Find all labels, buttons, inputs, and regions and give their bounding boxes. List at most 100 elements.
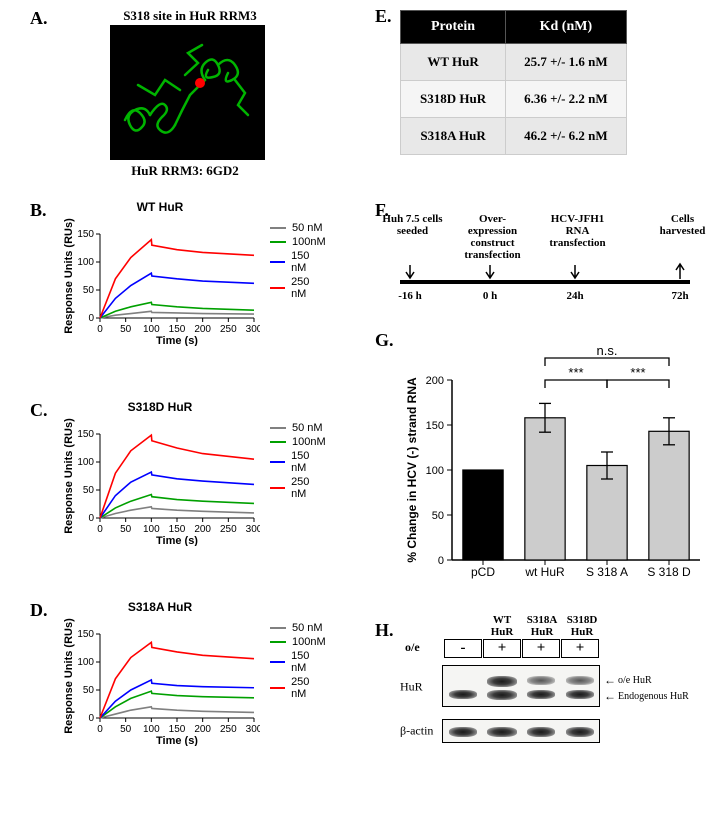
svg-text:Response Units (RUs): Response Units (RUs) [63,418,75,534]
svg-text:150: 150 [169,524,186,535]
table-row: S318A HuR 46.2 +/- 6.2 nM [401,118,627,155]
panel-b-label: B. [30,200,47,221]
legend-item-label: 50 nM [292,422,323,434]
chart-legend: 50 nM100nM150 nM250 nM [270,622,326,702]
svg-text:0 h: 0 h [483,290,497,302]
svg-text:150: 150 [77,429,94,440]
legend-item-label: 50 nM [292,222,323,234]
arrow-oe-hur: o/e HuR [604,673,652,688]
legend-item-label: 250 nM [291,476,326,500]
svg-text:50: 50 [432,510,444,522]
arrow-endo-hur: Endogenous HuR [604,689,689,704]
blot-row-label: HuR [400,680,423,695]
legend-item-label: 150 nM [291,450,326,474]
svg-text:0: 0 [97,724,103,735]
table-row: S318D HuR 6.36 +/- 2.2 nM [401,81,627,118]
blot-oe-cell: + [561,639,599,658]
kd-header-protein: Protein [401,11,506,44]
svg-text:0: 0 [88,313,94,324]
svg-text:S 318 A: S 318 A [586,565,628,579]
panel-g-label: G. [375,330,394,351]
sensorgram-wt-hur: B.WT HuR050100150200250300050100150Time … [60,200,260,346]
timeline-event-label: Huh 7.5 cellsseeded [375,213,450,237]
kd-value: 46.2 +/- 6.2 nM [506,118,627,155]
svg-text:0: 0 [438,555,444,567]
gel-box-hur [442,665,600,707]
blot-oe-label: o/e [405,640,420,655]
svg-text:50: 50 [83,685,95,696]
kd-protein: S318D HuR [401,81,506,118]
svg-text:50: 50 [83,485,95,496]
figure-root: A. S318 site in HuR RRM3 HuR RRM3: 6GD2 … [0,0,720,814]
kd-table: Protein Kd (nM) WT HuR 25.7 +/- 1.6 nM S… [400,10,627,155]
panel-d-label: D. [30,600,48,621]
svg-text:0: 0 [88,713,94,724]
svg-text:200: 200 [194,524,211,535]
chart-title: S318A HuR [60,600,260,614]
svg-text:pCD: pCD [471,565,495,579]
svg-text:100: 100 [143,524,160,535]
kd-header-kd: Kd (nM) [506,11,627,44]
timeline: Huh 7.5 cellsseededOver-expressionconstr… [395,215,710,320]
svg-text:150: 150 [169,324,186,335]
svg-text:150: 150 [426,420,444,432]
blot-oe-cell: + [522,639,560,658]
svg-text:% Change in HCV (-) strand RNA: % Change in HCV (-) strand RNA [405,377,419,563]
blot-col-s318d: S318DHuR [562,615,602,638]
legend-item-label: 250 nM [291,676,326,700]
svg-text:Response Units (RUs): Response Units (RUs) [63,218,75,334]
svg-text:S 318 D: S 318 D [647,565,691,579]
svg-text:100: 100 [143,324,160,335]
svg-text:100: 100 [143,724,160,735]
protein-structure-svg [110,25,265,160]
legend-item-label: 100nM [292,236,326,248]
blot-row-label: β-actin [400,724,433,739]
chart-title: WT HuR [60,200,260,214]
western-blot: WTHuR S318AHuR S318DHuR o/e - + + + HuR [400,615,700,745]
svg-text:100: 100 [77,257,94,268]
s318-site-marker [195,78,205,88]
chart-legend: 50 nM 100nM 150 nM250 nM [270,422,326,502]
panel-a-label: A. [30,8,48,29]
blot-row-actin: β-actin [400,719,700,745]
svg-text:72h: 72h [671,290,688,302]
timeline-event-label: Cellsharvested [645,213,720,237]
svg-text:300: 300 [246,324,260,335]
svg-text:0: 0 [97,524,103,535]
svg-text:Response Units (RUs): Response Units (RUs) [63,618,75,734]
table-row: WT HuR 25.7 +/- 1.6 nM [401,44,627,81]
legend-item-label: 100nM [292,436,326,448]
svg-text:50: 50 [120,324,132,335]
svg-text:250: 250 [220,524,237,535]
chart-title: S318D HuR [60,400,260,414]
structure-image [110,25,265,160]
sensorgram-svg: 050100150200250300050100150Time (s)Respo… [60,416,260,546]
timeline-event-label: HCV-JFH1RNAtransfection [540,213,615,249]
svg-text:Time (s): Time (s) [156,335,198,346]
legend-item-label: 150 nM [291,250,326,274]
kd-protein: WT HuR [401,44,506,81]
svg-text:250: 250 [220,324,237,335]
sensorgram-svg: 050100150200250300050100150Time (s)Respo… [60,216,260,346]
svg-text:200: 200 [194,324,211,335]
panel-a-caption: HuR RRM3: 6GD2 [110,163,260,179]
bar-chart: 050100150200% Change in HCV (-) strand R… [400,335,710,605]
svg-text:300: 300 [246,724,260,735]
sensorgram-s318a-hur: D.S318A HuR050100150200250300050100150Ti… [60,600,260,746]
svg-text:50: 50 [120,524,132,535]
sensorgram-s318d-hur: C.S318D HuR050100150200250300050100150Ti… [60,400,260,546]
blot-header: WTHuR S318AHuR S318DHuR o/e - + + + [400,615,700,663]
sensorgram-svg: 050100150200250300050100150Time (s)Respo… [60,616,260,746]
svg-text:200: 200 [426,375,444,387]
svg-text:n.s.: n.s. [597,343,618,358]
svg-text:150: 150 [169,724,186,735]
svg-text:wt HuR: wt HuR [524,565,565,579]
blot-col-s318a: S318AHuR [522,615,562,638]
svg-text:0: 0 [97,324,103,335]
blot-oe-cell: + [483,639,521,658]
blot-col-wt: WTHuR [482,615,522,638]
legend-item-label: 50 nM [292,622,323,634]
panel-e-label: E. [375,6,392,27]
panel-a-title: S318 site in HuR RRM3 [105,8,275,24]
svg-text:150: 150 [77,229,94,240]
